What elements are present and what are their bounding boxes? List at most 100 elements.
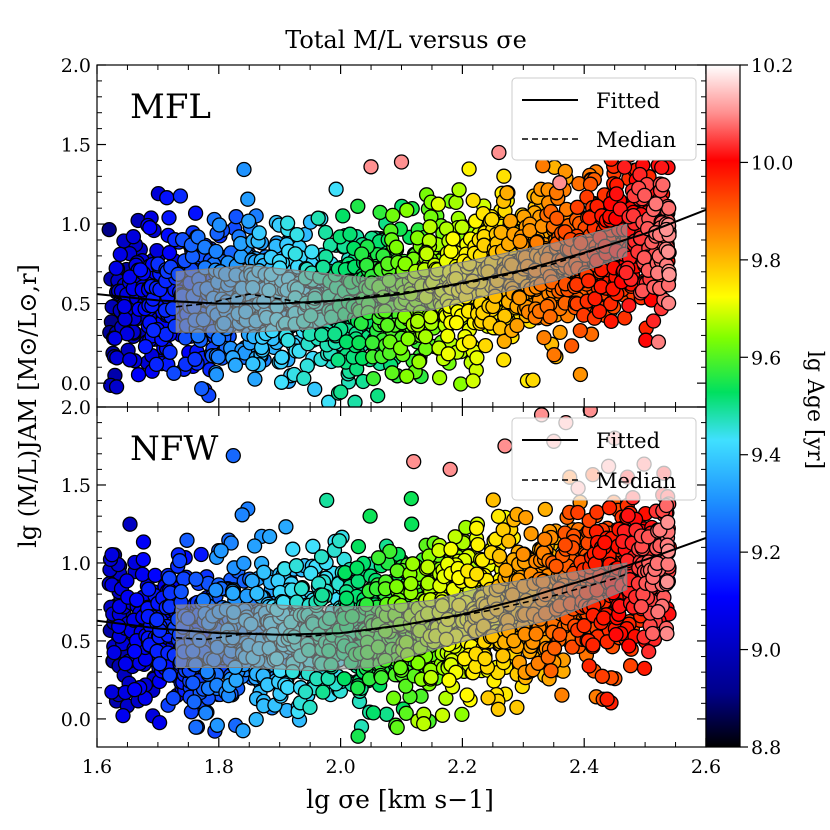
scatter-point xyxy=(393,154,410,170)
scatter-point xyxy=(438,690,454,706)
scatter-point xyxy=(459,687,475,703)
scatter-point xyxy=(194,380,210,397)
scatter-point xyxy=(104,547,120,563)
scatter-point xyxy=(461,334,478,350)
scatter-point xyxy=(392,660,409,676)
scatter-point xyxy=(451,182,467,198)
scatter-point xyxy=(293,580,310,597)
scatter-point xyxy=(208,243,224,260)
scatter-point xyxy=(420,559,436,575)
scatter-point xyxy=(564,639,580,655)
scatter-point xyxy=(347,394,363,407)
scatter-point xyxy=(279,215,296,231)
scatter-point xyxy=(126,643,143,660)
scatter-point xyxy=(227,357,244,373)
scatter-point xyxy=(490,701,506,717)
scatter-point xyxy=(314,587,330,603)
scatter-point xyxy=(563,338,580,354)
scatter-point xyxy=(636,187,653,204)
scatter-point xyxy=(159,190,175,206)
scatter-point xyxy=(134,566,151,583)
scatter-point xyxy=(106,644,122,661)
scatter-point xyxy=(660,244,676,260)
scatter-point xyxy=(140,581,157,597)
scatter-point xyxy=(506,633,522,649)
scatter-point xyxy=(403,575,419,592)
scatter-point xyxy=(372,204,388,221)
scatter-point xyxy=(187,351,203,367)
scatter-point xyxy=(511,290,528,306)
scatter-point xyxy=(278,519,294,535)
scatter-point xyxy=(101,221,117,238)
scatter-point xyxy=(151,714,168,731)
y-tick-label: 0.5 xyxy=(61,294,91,316)
scatter-point xyxy=(491,144,507,161)
scatter-point xyxy=(350,198,366,214)
scatter-point xyxy=(397,256,413,272)
scatter-point xyxy=(303,565,319,581)
panel-mfl: 0.00.51.01.52.0 MFL Fitted Median xyxy=(61,55,707,408)
scatter-point xyxy=(552,626,568,643)
scatter-point xyxy=(419,246,435,262)
legend-median-label: Median xyxy=(596,128,676,152)
scatter-point xyxy=(423,669,439,686)
scatter-point xyxy=(440,346,456,362)
scatter-point xyxy=(135,534,152,550)
scatter-point xyxy=(470,536,486,553)
scatter-point xyxy=(404,516,420,532)
scatter-point xyxy=(616,159,633,175)
scatter-point xyxy=(587,291,603,307)
scatter-point xyxy=(445,231,461,247)
scatter-point xyxy=(148,356,165,373)
scatter-point xyxy=(198,705,214,721)
scatter-point xyxy=(648,196,664,212)
scatter-point xyxy=(135,551,151,568)
scatter-point xyxy=(213,543,229,559)
scatter-point xyxy=(240,191,256,207)
scatter-point xyxy=(537,501,553,518)
scatter-point xyxy=(636,250,652,266)
scatter-point xyxy=(398,705,414,721)
scatter-point xyxy=(331,533,347,549)
scatter-point xyxy=(313,327,330,343)
scatter-point xyxy=(382,543,398,560)
scatter-point xyxy=(172,553,188,569)
scatter-point xyxy=(582,176,599,192)
figure-title: Total M/L versus σe xyxy=(285,26,527,54)
scatter-point xyxy=(236,555,252,572)
scatter-point xyxy=(108,379,125,395)
y-tick-label: 2.0 xyxy=(61,55,91,77)
scatter-point xyxy=(370,388,386,404)
scatter-point xyxy=(410,655,426,671)
scatter-point xyxy=(546,640,563,656)
scatter-point xyxy=(319,492,335,509)
scatter-point xyxy=(528,626,544,642)
scatter-point xyxy=(125,229,142,245)
scatter-point xyxy=(117,656,134,672)
scatter-point xyxy=(112,246,128,263)
scatter-point xyxy=(535,158,551,174)
scatter-point xyxy=(384,365,400,381)
scatter-point xyxy=(350,538,367,555)
scatter-point xyxy=(225,447,241,464)
scatter-point xyxy=(115,707,131,724)
scatter-point xyxy=(109,350,125,366)
scatter-point xyxy=(409,313,426,329)
panel-label-mfl: MFL xyxy=(130,87,211,127)
scatter-point xyxy=(422,219,438,235)
scatter-point xyxy=(287,246,303,262)
scatter-point xyxy=(398,678,414,694)
scatter-point xyxy=(223,535,239,551)
scatter-point xyxy=(127,681,143,698)
scatter-point xyxy=(621,297,637,314)
scatter-point xyxy=(317,224,334,241)
scatter-point xyxy=(546,347,562,363)
scatter-point xyxy=(209,717,225,733)
scatter-point xyxy=(107,330,123,346)
scatter-point xyxy=(622,658,639,674)
scatter-point xyxy=(364,335,381,351)
scatter-point xyxy=(208,366,225,383)
scatter-point xyxy=(261,528,278,545)
scatter-point xyxy=(336,671,352,687)
